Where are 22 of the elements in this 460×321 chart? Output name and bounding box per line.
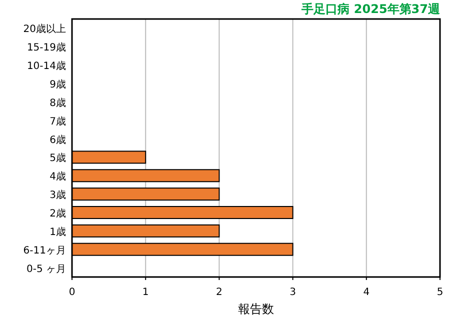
y-tick-label: 0-5 ヶ月: [26, 264, 66, 275]
y-tick-label: 3歳: [50, 189, 66, 202]
y-tick-label: 1歳: [50, 226, 66, 238]
y-tick-label: 7歳: [50, 115, 66, 128]
y-tick-label: 6-11ヶ月: [23, 245, 66, 256]
chart-title: 手足口病 2025年第37週: [300, 2, 441, 16]
x-tick-label: 5: [436, 287, 444, 298]
y-tick-label: 15-19歳: [26, 42, 66, 54]
y-tick-label: 5歳: [50, 152, 66, 164]
y-tick-label: 6歳: [50, 134, 66, 146]
y-tick-label: 9歳: [50, 78, 66, 90]
x-tick-label: 4: [363, 287, 370, 298]
x-tick-label: 0: [68, 287, 76, 298]
y-tick-label: 20歳以上: [23, 23, 66, 36]
y-tick-label: 2歳: [50, 208, 66, 220]
x-tick-label: 1: [142, 287, 149, 298]
y-tick-label: 8歳: [50, 96, 66, 109]
x-axis-title: 報告数: [238, 302, 274, 316]
y-tick-label: 4歳: [50, 170, 66, 183]
x-tick-label: 2: [216, 287, 222, 298]
y-tick-label: 10-14歳: [26, 60, 66, 72]
x-tick-label: 3: [290, 287, 296, 298]
